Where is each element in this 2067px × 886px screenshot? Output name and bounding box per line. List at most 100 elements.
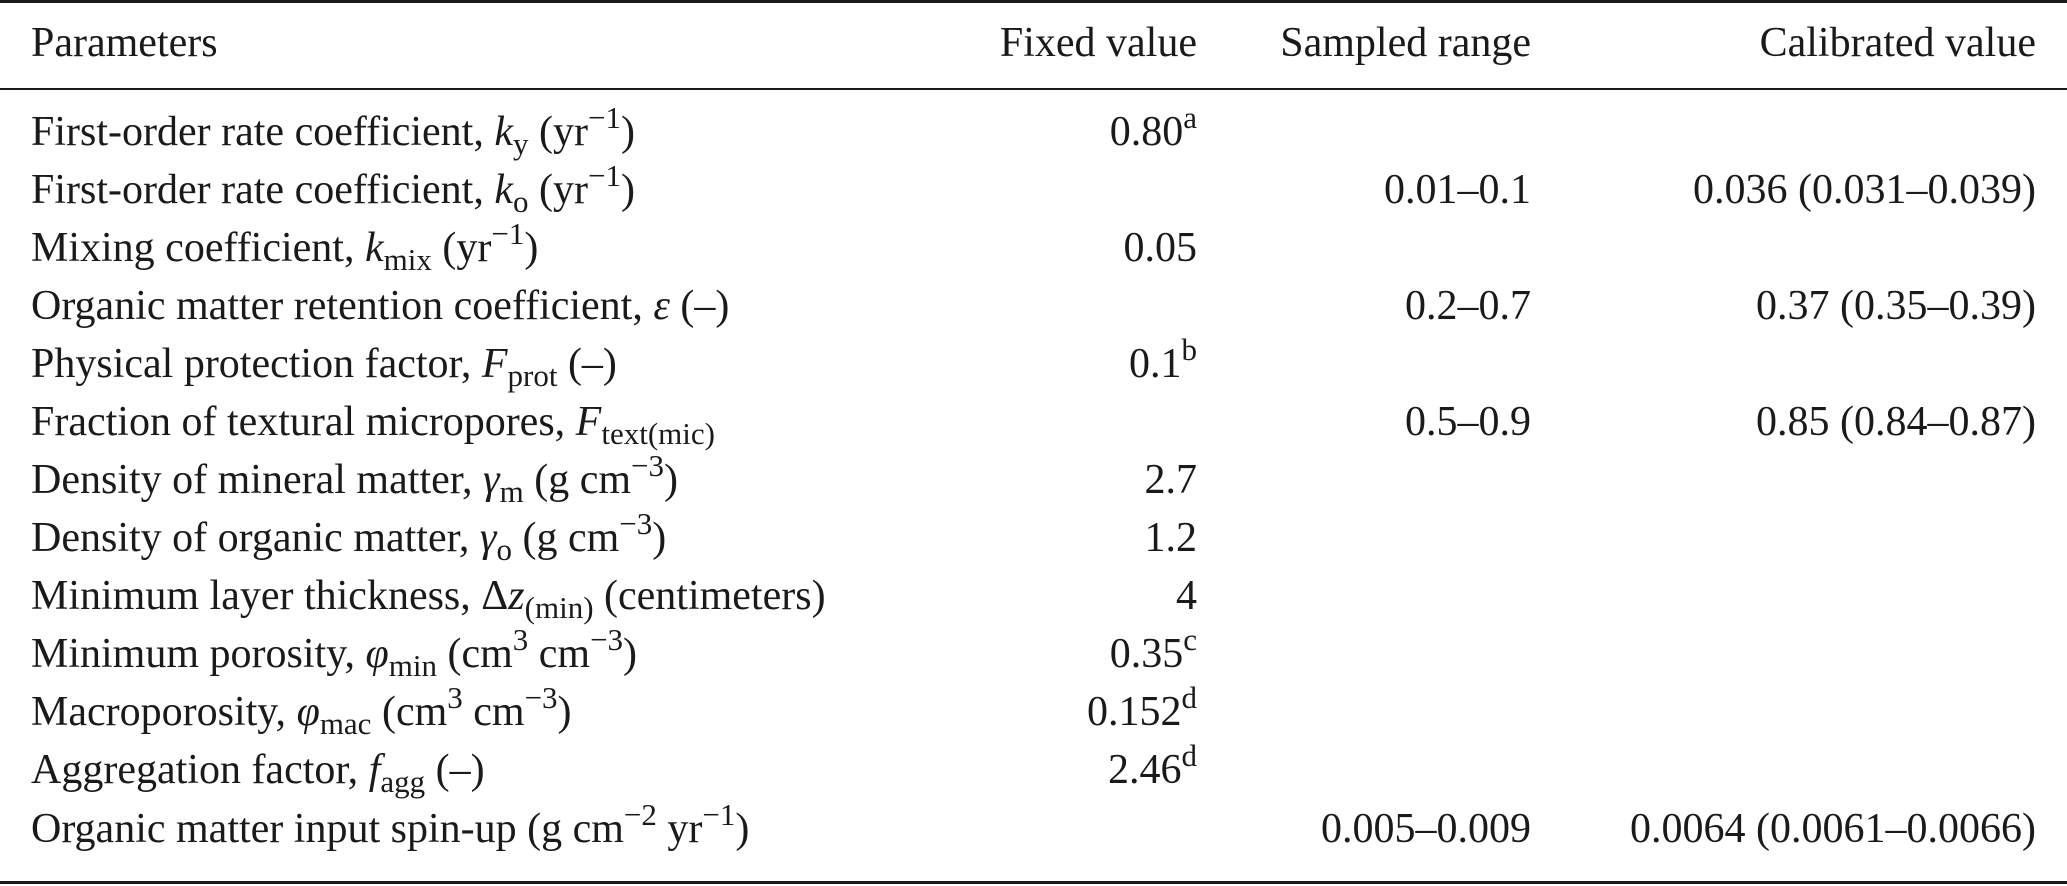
parameter-unit-suffix: )	[663, 457, 678, 503]
parameter-name: Aggregation factor,	[31, 747, 369, 793]
table-row: Density of mineral matter, γm (g cm−3) 2.…	[0, 448, 2067, 509]
parameter-symbol: k	[494, 109, 514, 155]
parameter-unit-suffix: cm	[462, 689, 525, 735]
fixed-value-cell: 0.05	[1124, 219, 1198, 277]
parameter-unit: (g cm	[523, 457, 631, 503]
fixed-value: 2.7	[1144, 457, 1198, 503]
parameter-unit: (yr	[528, 109, 588, 155]
parameter-unit-suffix: yr	[656, 806, 703, 852]
parameter-cell: Mixing coefficient, kmix (yr−1)	[31, 216, 539, 277]
parameter-unit-suffix: )	[524, 225, 539, 271]
parameter-name: Macroporosity,	[31, 689, 297, 735]
parameter-name: Density of organic matter,	[31, 515, 480, 561]
header-calibrated-value: Calibrated value	[1759, 20, 2036, 66]
parameter-subscript: mix	[383, 242, 432, 277]
parameter-unit: (–)	[557, 341, 617, 387]
parameter-symbol: γ	[479, 515, 497, 561]
unit-exponent: −3	[631, 448, 664, 483]
parameter-unit-suffix: )	[620, 167, 635, 213]
parameter-unit: (cm	[371, 689, 448, 735]
parameter-symbol: F	[481, 341, 508, 387]
parameter-name: Minimum porosity,	[31, 631, 366, 677]
table-row: Density of organic matter, γo (g cm−3) 1.…	[0, 506, 2067, 567]
calibrated-value-cell: 0.37 (0.35–0.39)	[1756, 283, 2036, 329]
unit-exponent: −3	[619, 506, 653, 541]
parameter-symbol: φ	[296, 689, 320, 735]
parameter-cell: First-order rate coefficient, ko (yr−1)	[31, 158, 635, 219]
calibrated-value-cell: 0.0064 (0.0061–0.0066)	[1630, 806, 2036, 852]
sampled-range-cell: 0.2–0.7	[1405, 283, 1531, 329]
unit-exponent: −1	[702, 797, 736, 832]
parameter-unit-suffix: )	[623, 631, 638, 677]
parameter-symbol: f	[368, 747, 381, 793]
parameter-name: Organic matter input spin-up (g cm	[31, 806, 624, 852]
parameter-unit-suffix: )	[652, 515, 667, 561]
table-row: First-order rate coefficient, ko (yr−1) 0…	[0, 158, 2067, 219]
parameter-cell: Organic matter input spin-up (g cm−2 yr−…	[31, 797, 750, 858]
header-parameters: Parameters	[31, 20, 218, 66]
parameter-cell: Minimum porosity, φmin (cm3 cm−3)	[31, 622, 638, 683]
footnote-marker: c	[1183, 622, 1197, 657]
parameter-unit-suffix: )	[735, 806, 750, 852]
fixed-value-cell: 0.1b	[1129, 332, 1197, 393]
parameter-unit-suffix: )	[620, 109, 635, 155]
parameter-subscript: o	[496, 532, 512, 567]
sampled-range-cell: 0.005–0.009	[1321, 806, 1531, 852]
footnote-marker: d	[1181, 680, 1198, 715]
fixed-value: 1.2	[1144, 515, 1198, 561]
parameter-symbol: φ	[365, 631, 389, 677]
parameter-cell: Density of mineral matter, γm (g cm−3)	[31, 448, 678, 509]
table-row: Organic matter input spin-up (g cm−2 yr−…	[0, 797, 2067, 858]
parameter-symbol: k	[494, 167, 514, 213]
parameter-name: Organic matter retention coefficient,	[31, 283, 654, 329]
unit-exponent: −1	[588, 158, 621, 193]
parameter-cell: Density of organic matter, γo (g cm−3)	[31, 506, 667, 567]
parameter-cell: Physical protection factor, Fprot (–)	[31, 335, 617, 393]
header-fixed-value: Fixed value	[999, 20, 1197, 66]
fixed-value: 0.152	[1087, 689, 1182, 735]
parameter-unit: (yr	[431, 225, 492, 271]
fixed-value-cell: 0.80a	[1109, 100, 1197, 161]
parameter-symbol: k	[364, 225, 384, 271]
parameter-unit: (g cm	[511, 515, 620, 561]
header-sampled-range: Sampled range	[1280, 20, 1531, 66]
table-row: Macroporosity, φmac (cm3 cm−3) 0.152d	[0, 680, 2067, 741]
fixed-value-cell: 2.7	[1145, 451, 1198, 509]
table-row: First-order rate coefficient, ky (yr−1) 0…	[0, 100, 2067, 161]
fixed-value: 0.35	[1109, 631, 1184, 677]
fixed-value: 0.80	[1109, 109, 1184, 155]
parameter-unit: (cm	[436, 631, 513, 677]
fixed-value: 0.05	[1123, 225, 1198, 271]
parameter-subscript: prot	[507, 358, 558, 393]
parameter-unit: (–)	[425, 747, 485, 793]
parameter-cell: Fraction of textural micropores, Ftext(m…	[31, 393, 715, 451]
parameter-unit: (yr	[528, 167, 588, 213]
fixed-value: 4	[1176, 573, 1197, 619]
table-row: Minimum layer thickness, Δz(min) (centim…	[0, 567, 2067, 625]
parameter-subscript: y	[513, 126, 529, 161]
fixed-value-cell: 4	[1176, 567, 1197, 625]
parameter-subscript: text(mic)	[601, 416, 715, 451]
parameter-subscript: agg	[380, 764, 426, 799]
parameter-cell: Organic matter retention coefficient, ε …	[31, 277, 729, 335]
unit-exponent: −2	[623, 797, 657, 832]
sampled-range-cell: 0.01–0.1	[1384, 167, 1531, 213]
table-row: Mixing coefficient, kmix (yr−1) 0.05	[0, 216, 2067, 277]
parameter-subscript: (min)	[524, 590, 594, 625]
parameter-name: First-order rate coefficient,	[31, 109, 495, 155]
footnote-marker: a	[1183, 100, 1197, 135]
table-row: Organic matter retention coefficient, ε …	[0, 277, 2067, 335]
parameter-cell: Macroporosity, φmac (cm3 cm−3)	[31, 680, 572, 741]
parameter-cell: Aggregation factor, fagg (–)	[31, 741, 485, 799]
parameter-unit: (centimeters)	[593, 573, 826, 619]
parameter-name: Mixing coefficient,	[31, 225, 365, 271]
footnote-marker: d	[1181, 738, 1198, 773]
parameter-symbol: ε	[653, 283, 670, 329]
fixed-value: 0.1	[1129, 341, 1182, 387]
unit-exponent: −3	[524, 680, 558, 715]
parameter-symbol: z	[508, 573, 525, 619]
parameter-name: Minimum layer thickness, Δ	[31, 573, 509, 619]
unit-exponent: 3	[447, 680, 463, 715]
parameter-unit: (–)	[669, 283, 730, 329]
parameter-name: First-order rate coefficient,	[31, 167, 495, 213]
